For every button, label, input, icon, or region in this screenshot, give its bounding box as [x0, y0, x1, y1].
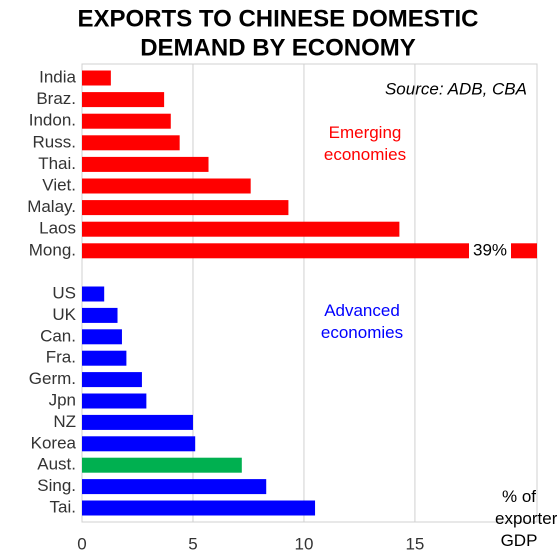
bar: [82, 329, 122, 345]
bar: [82, 350, 127, 366]
x-tick-label: 5: [188, 534, 197, 553]
y-tick-label: NZ: [53, 412, 76, 431]
y-tick-label: Russ.: [33, 132, 76, 151]
label-background: [469, 240, 511, 261]
y-tick-label: India: [39, 67, 76, 86]
y-tick-label: Laos: [39, 219, 76, 238]
y-tick-label: Indon.: [29, 111, 76, 130]
x-tick-label: 10: [294, 534, 313, 553]
y-tick-label: US: [52, 283, 76, 302]
bar: [82, 135, 180, 151]
bar: [82, 414, 193, 430]
bar: [82, 70, 111, 86]
bar: [82, 286, 105, 302]
x-tick-label: 15: [405, 534, 424, 553]
bar: [82, 221, 400, 237]
y-tick-label: Can.: [40, 326, 76, 345]
y-tick-label: Braz.: [36, 89, 76, 108]
bar: [82, 479, 267, 495]
y-tick-label: Malay.: [27, 197, 76, 216]
bar: [82, 200, 289, 216]
bar: [82, 436, 196, 452]
bar: [82, 500, 316, 516]
y-tick-label: UK: [52, 305, 76, 324]
bar: [82, 156, 209, 172]
bar: [82, 92, 165, 108]
y-tick-label: Mong.: [29, 240, 76, 259]
chart-title: EXPORTS TO CHINESE DOMESTIC: [78, 5, 479, 32]
series-label: Emerging economies: [323, 123, 407, 164]
bar: [82, 178, 251, 194]
y-tick-label: Korea: [31, 433, 77, 452]
x-tick-label: 0: [77, 534, 86, 553]
bar: [82, 372, 142, 388]
chart-title: DEMAND BY ECONOMY: [140, 34, 416, 61]
y-tick-label: Thai.: [38, 154, 76, 173]
y-tick-label: Aust.: [37, 455, 76, 474]
bar: [82, 307, 118, 323]
y-tick-label: Fra.: [46, 348, 76, 367]
bar: [82, 243, 537, 259]
bar: [82, 457, 242, 473]
y-tick-label: Germ.: [29, 369, 76, 388]
y-tick-label: Jpn: [49, 390, 76, 409]
y-tick-label: Tai.: [50, 497, 76, 516]
bar: [82, 113, 171, 129]
x-axis-label: % of exporter GDP: [495, 487, 557, 550]
bar: [82, 393, 147, 409]
source-note: Source: ADB, CBA: [385, 79, 527, 98]
data-label: 39%: [473, 240, 507, 259]
y-tick-label: Sing.: [37, 476, 76, 495]
bars: [82, 70, 537, 516]
series-label: Advanced economies: [320, 301, 404, 342]
y-tick-label: Viet.: [42, 175, 76, 194]
